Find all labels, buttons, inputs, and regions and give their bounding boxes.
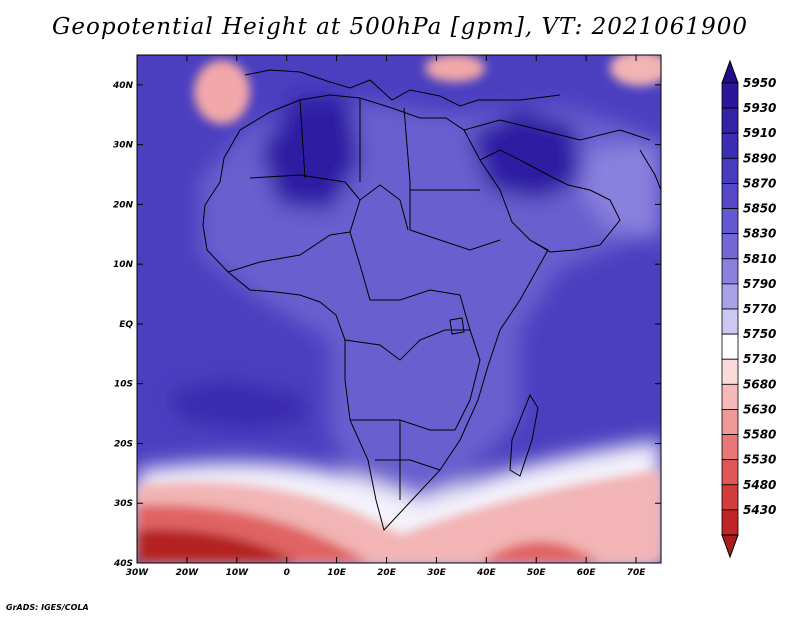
colorbar-swatch bbox=[721, 484, 739, 511]
colorbar-swatch bbox=[721, 459, 739, 486]
colorbar-label: 5890 bbox=[743, 151, 776, 165]
colorbar-label: 5430 bbox=[743, 503, 776, 517]
colorbar-label: 5530 bbox=[743, 453, 776, 467]
field-sahara-high bbox=[260, 95, 360, 210]
colorbar-swatch bbox=[721, 82, 739, 109]
colorbar-label: 5870 bbox=[743, 176, 776, 190]
colorbar-swatch bbox=[721, 233, 739, 260]
colorbar-swatch bbox=[721, 208, 739, 235]
lon-tick-label: 10W bbox=[226, 568, 250, 578]
lat-tick-label: 40N bbox=[112, 81, 134, 91]
colorbar-swatch bbox=[721, 157, 739, 184]
longitude-axis: 30W 20W 10W 0 10E 20E 30E 40E 50E 60E 70E bbox=[126, 55, 646, 578]
colorbar-swatch bbox=[721, 308, 739, 335]
colorbar-label: 5630 bbox=[743, 402, 776, 416]
lake-victoria bbox=[449, 317, 465, 335]
lat-tick-label: 40S bbox=[113, 559, 133, 569]
colorbar-swatch bbox=[721, 258, 739, 285]
colorbar-swatch bbox=[721, 283, 739, 310]
field-southern-dark bbox=[137, 529, 300, 563]
lon-tick-label: 20E bbox=[377, 568, 397, 578]
colorbar-label: 5580 bbox=[743, 428, 776, 442]
colorbar: 5950 5930 5910 5890 5870 5850 5830 5810 5790 5770… bbox=[721, 59, 776, 559]
border-southern-a bbox=[350, 419, 455, 431]
lat-tick-label: 30N bbox=[113, 141, 134, 151]
madagascar-coastline bbox=[509, 393, 539, 477]
lon-tick-label: 70E bbox=[627, 568, 647, 578]
border-congo bbox=[344, 329, 470, 361]
field-atlantic-deep bbox=[170, 380, 310, 430]
arabia-coastline bbox=[479, 149, 621, 253]
country-borders bbox=[202, 69, 661, 532]
colorbar-label: 5750 bbox=[743, 327, 776, 341]
border-sahara-a bbox=[299, 98, 361, 182]
lon-tick-label: 30E bbox=[427, 568, 447, 578]
lat-tick-label: 20N bbox=[113, 200, 134, 210]
colorbar-swatch bbox=[721, 183, 739, 209]
colorbar-label: 5930 bbox=[743, 101, 776, 115]
border-central-a bbox=[349, 231, 461, 301]
colorbar-label: 5950 bbox=[743, 76, 776, 90]
lat-tick-label: 30S bbox=[114, 499, 133, 509]
colorbar-swatch bbox=[721, 333, 739, 360]
africa-coastline bbox=[202, 94, 549, 532]
colorbar-label: 5810 bbox=[743, 252, 776, 266]
colorbar-swatch bbox=[721, 409, 739, 435]
field-northeast-low bbox=[580, 140, 661, 240]
colorbar-label: 5480 bbox=[743, 478, 776, 492]
lat-tick-label: 20S bbox=[114, 439, 133, 449]
colorbar-label: 5730 bbox=[743, 352, 776, 366]
latitude-axis: 40N 30N 20N 10N EQ 10S 20S 30S 40S bbox=[112, 81, 661, 569]
colorbar-swatch bbox=[721, 434, 739, 461]
colorbar-swatch bbox=[721, 383, 739, 410]
border-southern-b bbox=[375, 420, 441, 500]
colorbar-label: 5790 bbox=[743, 277, 776, 291]
height-field bbox=[137, 55, 661, 563]
lat-tick-label: EQ bbox=[119, 320, 133, 330]
colorbar-bottom-arrow bbox=[721, 534, 739, 559]
border-central-b bbox=[409, 229, 501, 251]
field-mediterranean-low bbox=[425, 55, 485, 82]
border-middle-east bbox=[463, 119, 651, 141]
colorbar-swatch bbox=[721, 107, 739, 134]
lon-tick-label: 0 bbox=[284, 568, 290, 578]
border-sahara-b bbox=[403, 107, 411, 230]
lon-tick-label: 10E bbox=[327, 568, 347, 578]
field-caspian-low bbox=[610, 55, 661, 86]
lon-tick-label: 50E bbox=[527, 568, 547, 578]
colorbar-label: 5680 bbox=[743, 377, 776, 391]
lon-tick-label: 20W bbox=[176, 568, 200, 578]
colorbar-label: 5910 bbox=[743, 126, 776, 140]
lon-tick-label: 40E bbox=[476, 568, 497, 578]
lon-tick-label: 30W bbox=[126, 568, 150, 578]
colorbar-swatch bbox=[721, 509, 739, 536]
lon-tick-label: 60E bbox=[577, 568, 597, 578]
colorbar-swatch bbox=[721, 132, 739, 159]
india-coastline bbox=[639, 149, 661, 191]
colorbar-swatch bbox=[721, 358, 739, 385]
map-title: Geopotential Height at 500hPa [gpm], VT:… bbox=[52, 14, 748, 40]
mediterranean-north-coast bbox=[244, 69, 561, 107]
lat-tick-label: 10S bbox=[114, 380, 133, 390]
colorbar-label: 5850 bbox=[743, 202, 776, 216]
grads-credit: GrADS: IGES/COLA bbox=[6, 603, 89, 612]
field-southern-red-east bbox=[480, 541, 600, 563]
colorbar-label: 5770 bbox=[743, 302, 776, 316]
map-frame bbox=[136, 54, 662, 564]
border-sahel bbox=[249, 174, 361, 201]
lat-tick-label: 10N bbox=[113, 260, 134, 270]
border-east-africa bbox=[454, 294, 481, 431]
colorbar-label: 5830 bbox=[743, 227, 776, 241]
field-iberia-low bbox=[194, 60, 250, 124]
colorbar-top-arrow bbox=[721, 59, 739, 84]
